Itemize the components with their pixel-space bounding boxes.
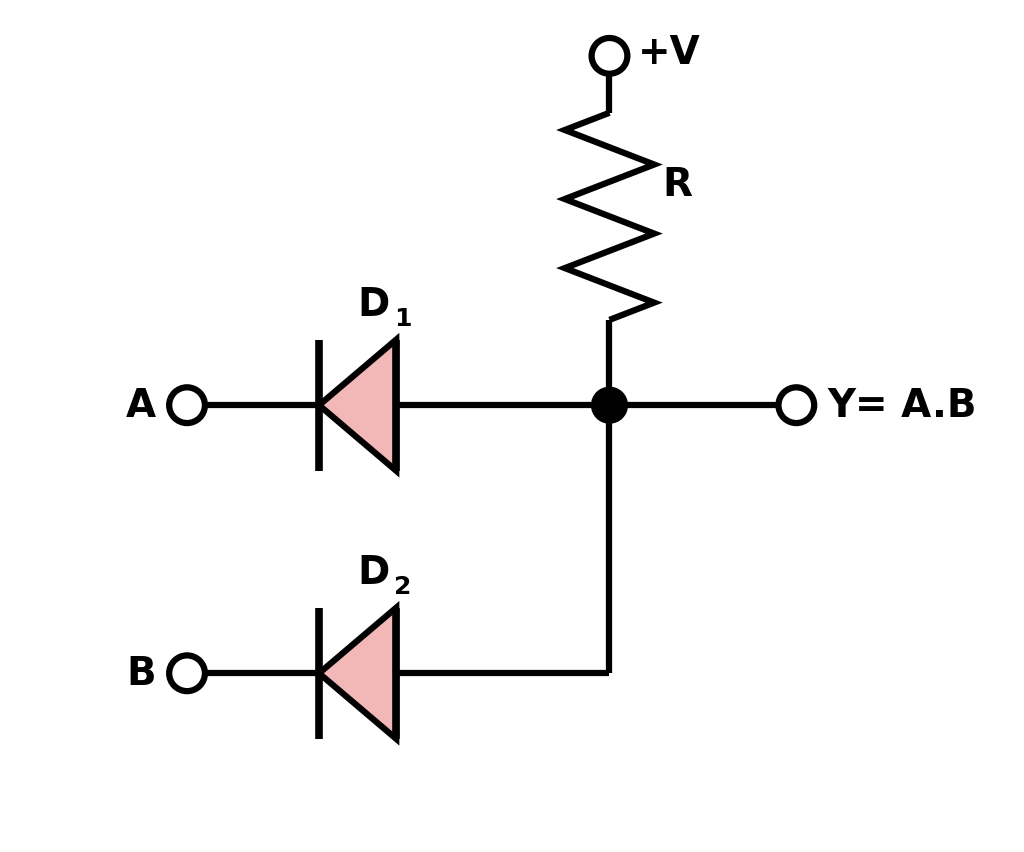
Text: +V: +V: [638, 34, 700, 72]
Circle shape: [592, 388, 628, 423]
Text: A: A: [126, 387, 157, 424]
Circle shape: [592, 39, 628, 75]
Text: Y= A.B: Y= A.B: [827, 387, 977, 424]
Polygon shape: [319, 340, 396, 471]
Text: R: R: [663, 165, 692, 204]
Circle shape: [169, 656, 205, 691]
Circle shape: [778, 388, 814, 423]
Text: 2: 2: [394, 575, 412, 599]
Circle shape: [169, 388, 205, 423]
Text: 1: 1: [394, 307, 412, 331]
Text: B: B: [127, 654, 157, 693]
Text: D: D: [357, 285, 390, 323]
Text: D: D: [357, 553, 390, 591]
Polygon shape: [319, 608, 396, 739]
